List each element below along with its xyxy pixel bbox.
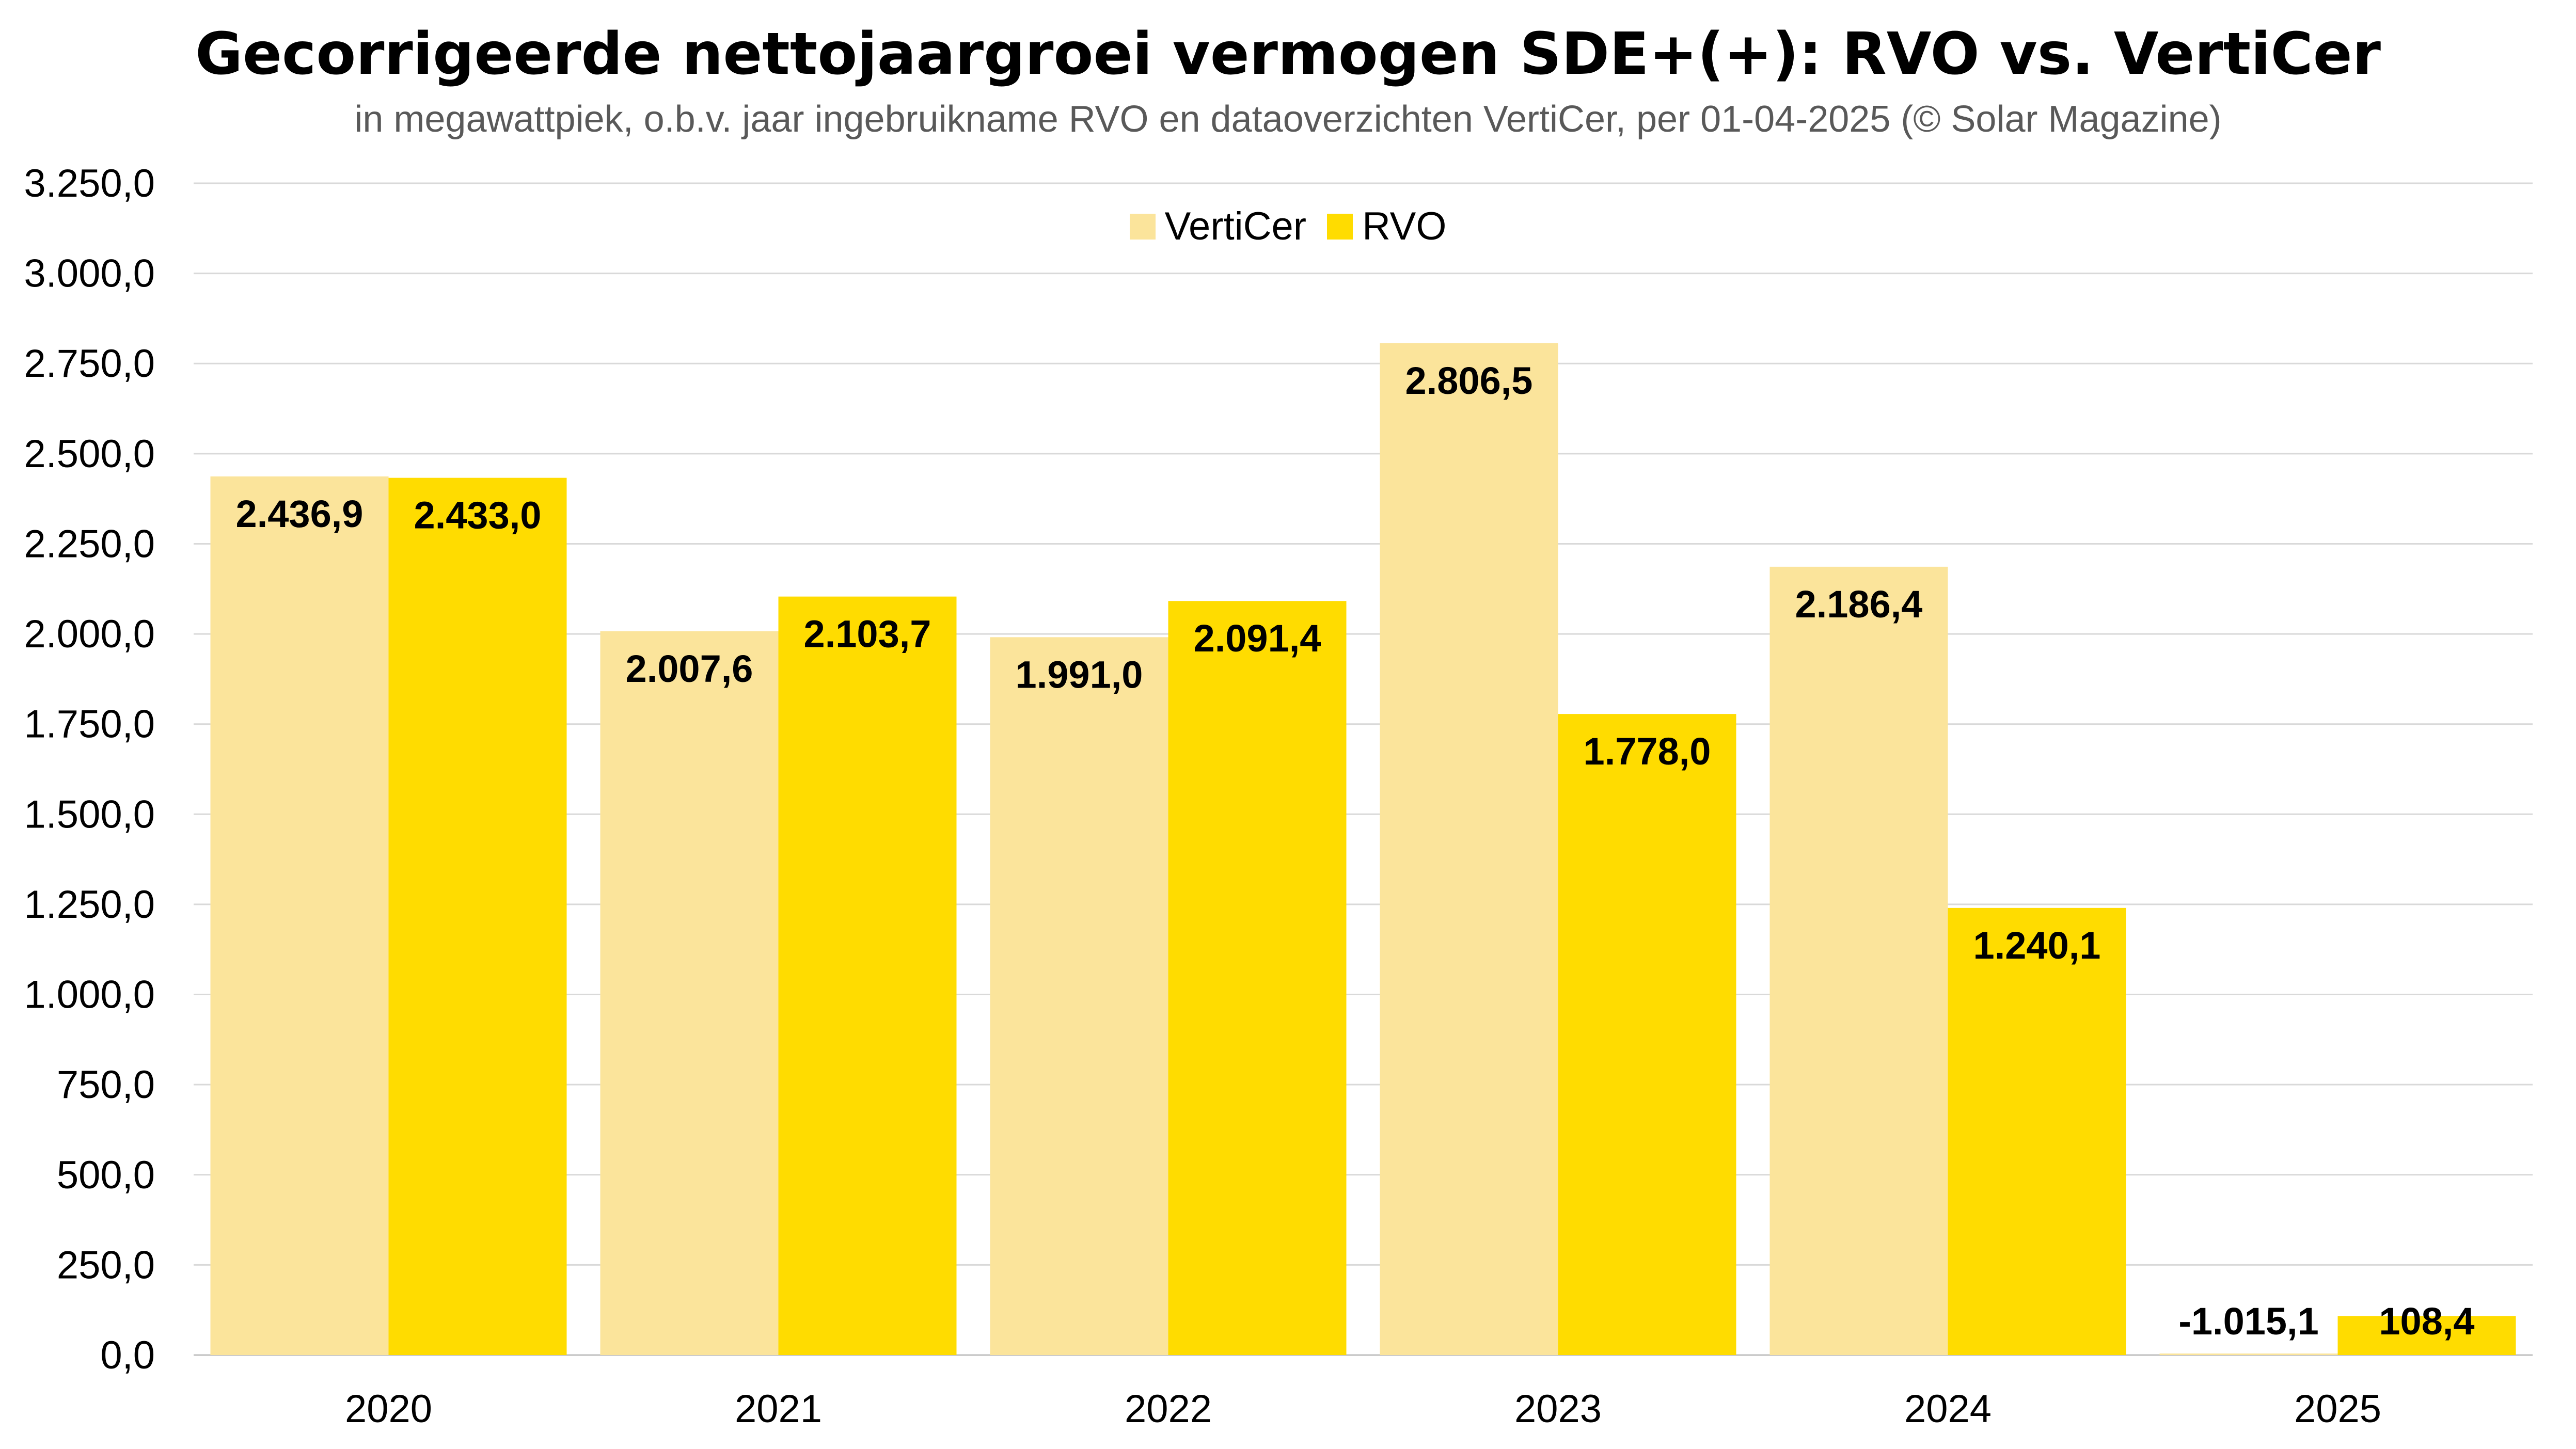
bar-verticer-2022 xyxy=(990,637,1168,1355)
chart-subtitle: in megawattpiek, o.b.v. jaar ingebruikna… xyxy=(354,99,2222,140)
data-label: 2.806,5 xyxy=(1405,359,1533,402)
x-tick-label: 2021 xyxy=(735,1387,822,1431)
data-label: 108,4 xyxy=(2379,1300,2474,1343)
y-tick-label: 750,0 xyxy=(57,1063,155,1107)
data-label: 2.433,0 xyxy=(414,494,542,537)
data-label: 2.436,9 xyxy=(236,492,364,535)
data-label: 1.778,0 xyxy=(1584,730,1711,773)
y-tick-label: 1.250,0 xyxy=(24,883,155,927)
bar-rvo-2021 xyxy=(778,596,957,1355)
x-tick-label: 2022 xyxy=(1125,1387,1212,1431)
bar-verticer-2025 xyxy=(2159,1354,2338,1355)
legend-swatch-rvo xyxy=(1327,213,1353,240)
data-label: 2.091,4 xyxy=(1194,617,1321,660)
y-tick-label: 0,0 xyxy=(100,1333,155,1377)
data-label: -1.015,1 xyxy=(2178,1300,2319,1343)
bar-rvo-2020 xyxy=(388,477,567,1355)
chart-title: Gecorrigeerde nettojaargroei vermogen SD… xyxy=(195,21,2381,88)
y-tick-label: 250,0 xyxy=(57,1243,155,1287)
bar-verticer-2020 xyxy=(210,476,389,1355)
bar-rvo-2023 xyxy=(1558,714,1736,1355)
y-tick-label: 1.750,0 xyxy=(24,703,155,746)
x-tick-label: 2023 xyxy=(1514,1387,1602,1431)
y-tick-label: 2.000,0 xyxy=(24,612,155,656)
y-tick-label: 1.000,0 xyxy=(24,973,155,1017)
data-label: 1.240,1 xyxy=(1973,924,2101,967)
y-tick-label: 2.250,0 xyxy=(24,522,155,566)
y-tick-label: 3.000,0 xyxy=(24,252,155,296)
legend-item-rvo: RVO xyxy=(1327,204,1446,249)
data-label: 2.186,4 xyxy=(1795,583,1923,626)
chart-legend: VertiCer RVO xyxy=(0,204,2576,249)
data-label: 1.991,0 xyxy=(1016,653,1143,696)
bar-verticer-2024 xyxy=(1769,566,1948,1355)
bar-rvo-2025 xyxy=(2337,1316,2516,1355)
bar-rvo-2024 xyxy=(1948,907,2126,1355)
legend-label-rvo: RVO xyxy=(1362,204,1447,248)
x-tick-label: 2020 xyxy=(345,1387,432,1431)
y-tick-label: 2.500,0 xyxy=(24,432,155,476)
bar-rvo-2022 xyxy=(1168,601,1347,1355)
legend-item-verticer: VertiCer xyxy=(1129,204,1307,249)
data-label: 2.007,6 xyxy=(626,647,753,690)
x-tick-label: 2024 xyxy=(1904,1387,1992,1431)
y-tick-label: 2.750,0 xyxy=(24,342,155,386)
legend-swatch-verticer xyxy=(1129,213,1156,240)
bar-verticer-2023 xyxy=(1380,343,1558,1355)
data-label: 2.103,7 xyxy=(804,613,931,656)
y-tick-label: 3.250,0 xyxy=(24,162,155,205)
bar-verticer-2021 xyxy=(600,631,779,1355)
x-tick-label: 2025 xyxy=(2294,1387,2381,1431)
legend-label-verticer: VertiCer xyxy=(1164,204,1307,248)
y-tick-label: 1.500,0 xyxy=(24,792,155,836)
y-tick-label: 500,0 xyxy=(57,1153,155,1197)
